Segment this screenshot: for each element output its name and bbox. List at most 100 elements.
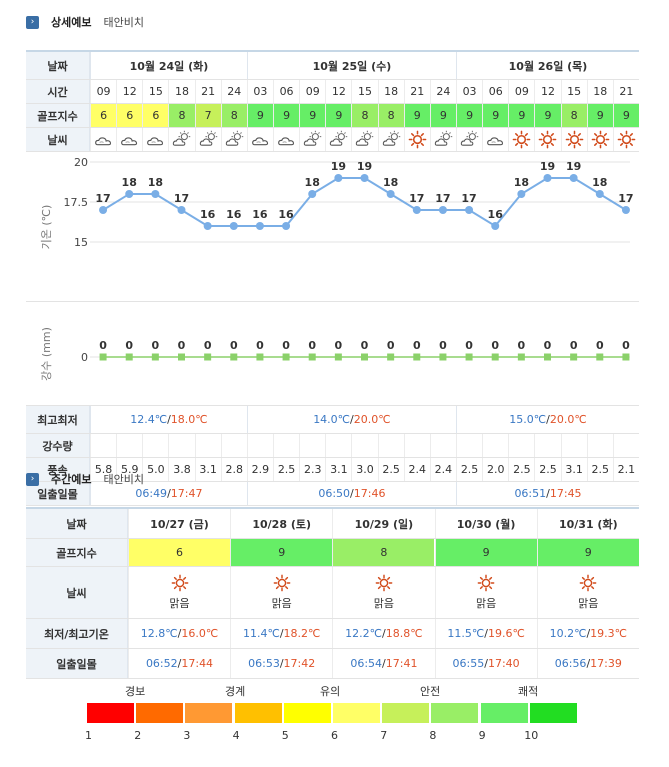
wind-cell: 2.5 xyxy=(534,458,560,481)
precipitation-point xyxy=(230,353,238,361)
legend-category: 경계 xyxy=(225,685,246,698)
chevron-right-icon: › xyxy=(26,15,39,29)
weekly-weather-cell: 맑음 xyxy=(332,567,434,618)
temperature-point xyxy=(99,206,108,214)
weekly-minmax-row: 최저/최고기온 12.8℃/16.0℃ 11.4℃/18.2℃ 12.2℃/18.8℃… xyxy=(26,619,639,649)
legend-color-swatch xyxy=(529,703,577,723)
temperature-value-label: 19 xyxy=(331,160,346,173)
legend-color-swatch xyxy=(333,703,380,723)
min-temp: 12.4℃ xyxy=(130,413,168,426)
sunset-time: 17:41 xyxy=(385,657,418,670)
temperature-value-label: 18 xyxy=(122,176,137,189)
weekly-weather-cell: 맑음 xyxy=(128,567,230,618)
weekly-golf-row-label: 골프지수 xyxy=(26,539,128,566)
precipitation-point xyxy=(361,353,368,361)
partly-cloudy-icon xyxy=(168,128,194,151)
precipitation-point xyxy=(387,353,395,361)
temperature-value-label: 18 xyxy=(514,176,529,189)
day-header: 10월 25일 (수) xyxy=(246,52,456,79)
rainfall-cell xyxy=(273,434,299,457)
sunset-time: 17:39 xyxy=(590,657,622,670)
golf-index-cell: 9 xyxy=(246,104,273,127)
rainfall-cell xyxy=(482,434,508,457)
weekly-date-cell: 10/29 (일) xyxy=(332,509,434,538)
golf-index-cell: 9 xyxy=(612,104,639,127)
legend-number: 1 xyxy=(85,729,92,742)
temperature-chart-svg: 기온 (℃) 20 17.5 15 17 18 18 17 16 16 16 16 18 19 19 18 17… xyxy=(40,156,634,249)
weekly-section-location: 태안비치 xyxy=(103,473,144,486)
sun-icon xyxy=(403,128,430,151)
sun-icon xyxy=(273,574,291,595)
legend-category: 경보 xyxy=(125,685,146,698)
separator: / xyxy=(167,413,171,426)
temperature-chart: 기온 (℃) 20 17.5 15 17 18 18 17 16 16 16 16 18 19 19 18 17… xyxy=(26,152,639,302)
temperature-value-label: 17 xyxy=(409,192,424,205)
rainfall-cell xyxy=(377,434,404,457)
temperature-point xyxy=(465,206,474,214)
precipitation-point xyxy=(491,353,499,361)
weekly-sun-row-label: 일출일몰 xyxy=(26,649,128,678)
precipitation-value-label: 0 xyxy=(204,339,212,352)
precipitation-point xyxy=(465,353,473,361)
max-temp: 16.0℃ xyxy=(181,627,219,640)
precipitation-point xyxy=(622,353,630,361)
wind-cell: 2.1 xyxy=(612,458,639,481)
golf-index-cell: 8 xyxy=(351,104,378,127)
precipitation-point xyxy=(256,353,264,361)
rainfall-cell xyxy=(534,434,560,457)
wind-cell: 2.9 xyxy=(246,458,273,481)
partly-cloudy-icon xyxy=(299,128,325,151)
golf-index-cell: 9 xyxy=(482,104,509,127)
temperature-value-label: 17 xyxy=(435,192,450,205)
sun-icon xyxy=(579,574,597,595)
temperature-point xyxy=(412,206,421,214)
min-temp: 12.8℃ xyxy=(140,627,178,640)
legend-color-swatch xyxy=(234,703,282,723)
temperature-point xyxy=(229,222,238,230)
temperature-point xyxy=(491,222,500,230)
legend-color-swatch xyxy=(283,703,331,723)
temperature-point xyxy=(543,174,552,182)
sunset-time: 17:40 xyxy=(487,657,520,670)
time-row-label: 시간 xyxy=(26,80,90,103)
precipitation-value-label: 0 xyxy=(622,339,630,352)
temperature-value-label: 19 xyxy=(566,160,581,173)
cloud-icon xyxy=(246,128,273,151)
max-temp: 20.0℃ xyxy=(353,413,391,426)
weekly-date-row-label: 날짜 xyxy=(26,509,128,538)
temperature-point xyxy=(595,190,604,198)
wind-cell: 3.1 xyxy=(560,458,587,481)
y-tick-label: 15 xyxy=(74,236,88,249)
rainfall-cell xyxy=(351,434,377,457)
temperature-point xyxy=(151,190,160,198)
minmax-row-label: 최고최저 xyxy=(26,406,90,433)
golf-index-cell: 9 xyxy=(508,104,535,127)
rainfall-cell xyxy=(586,434,613,457)
time-cell: 18 xyxy=(586,80,613,103)
separator: / xyxy=(279,657,284,670)
precipitation-value-label: 0 xyxy=(178,339,186,352)
precipitation-value-label: 0 xyxy=(387,339,395,352)
wind-cell: 2.5 xyxy=(456,458,482,481)
sunrise-time: 06:54 xyxy=(350,657,383,670)
sun-icon xyxy=(612,128,639,151)
weekly-golf-cell: 9 xyxy=(536,539,639,566)
separator: / xyxy=(177,627,182,640)
detail-section-location: 태안비치 xyxy=(103,16,144,29)
partly-cloudy-icon xyxy=(456,128,482,151)
weekly-weather-cell: 맑음 xyxy=(230,567,332,618)
weekly-weather-row-label: 날씨 xyxy=(26,567,128,618)
weekly-date-cell: 10/28 (토) xyxy=(230,509,332,538)
weekly-golf-row: 골프지수 6 9 8 9 9 xyxy=(26,539,639,567)
golf-index-cell: 9 xyxy=(403,104,430,127)
sunrise-time: 06:53 xyxy=(248,657,280,670)
rainfall-cell xyxy=(508,434,534,457)
precipitation-point xyxy=(125,353,133,361)
weekly-sun-cell: 06:52/17:44 xyxy=(128,649,230,678)
golf-index-cell: 8 xyxy=(220,104,247,127)
precipitation-point xyxy=(151,353,159,361)
wind-row: 풍속 5.8 5.9 5.0 3.8 3.1 2.8 2.9 2.5 2.3 3.1 3.0 2.5 2.… xyxy=(26,458,639,482)
weather-text: 맑음 xyxy=(271,597,292,610)
separator: / xyxy=(546,413,550,426)
cloud-icon xyxy=(273,128,299,151)
